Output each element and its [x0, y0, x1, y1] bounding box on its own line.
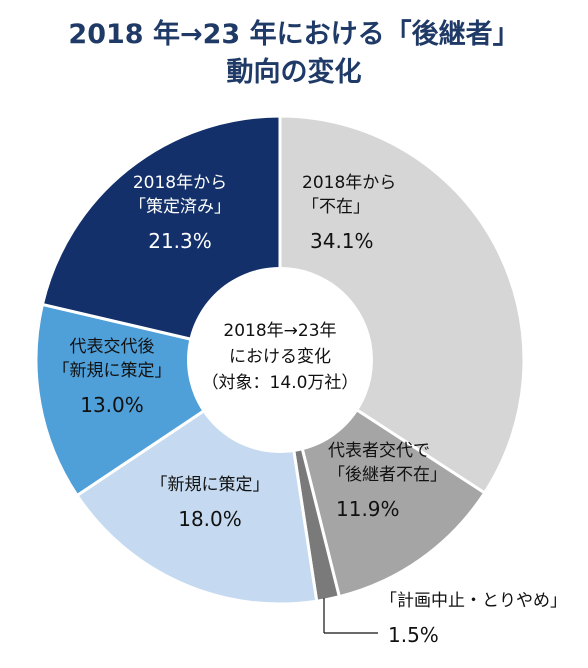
slice-value-4: 13.0%: [80, 393, 144, 417]
slice-label-1-line-0: 代表者交代で: [328, 441, 430, 461]
chart-title-line1: 2018 年→23 年における「後継者」: [68, 19, 520, 50]
slice-label-3-line-0: 「新規に策定」: [151, 475, 270, 495]
slice-label-0: 2018年から「不在」 34.1%: [302, 173, 396, 253]
slice-label-4-line-0: 代表交代後: [70, 337, 155, 357]
slice-label-5-line-0: 2018年から: [133, 173, 227, 193]
center-label-line3: （対象：14.0万社）: [202, 373, 359, 393]
slice-label-0-line-1: 「不在」: [302, 197, 370, 217]
slice-value-0: 34.1%: [310, 229, 374, 253]
slice-value-2: 1.5%: [388, 623, 439, 647]
slice-value-1: 11.9%: [336, 497, 400, 521]
slice-value-3: 18.0%: [178, 507, 242, 531]
slice-value-5: 21.3%: [148, 229, 212, 253]
slice-label-2: 「計画中止・とりやめ」 1.5%: [380, 591, 567, 647]
slice-label-5: 2018年から「策定済み」 21.3%: [129, 173, 231, 253]
slice-labels: 2018年から「不在」34.1%代表者交代で「後継者不在」11.9%「計画中止・…: [53, 173, 568, 647]
slice-label-4-line-1: 「新規に策定」: [53, 361, 172, 381]
chart-title-line2: 動向の変化: [226, 57, 362, 88]
center-label-line2: における変化: [229, 347, 331, 367]
slice-label-1: 代表者交代で「後継者不在」 11.9%: [328, 441, 447, 521]
slice-label-3: 「新規に策定」 18.0%: [151, 475, 270, 531]
slice-label-1-line-1: 「後継者不在」: [328, 465, 447, 485]
center-label: 2018年→23年 における変化 （対象：14.0万社）: [202, 321, 359, 393]
slice-label-2-line-0: 「計画中止・とりやめ」: [380, 591, 567, 611]
slice-label-4: 代表交代後「新規に策定」 13.0%: [53, 337, 172, 417]
slice-label-5-line-1: 「策定済み」: [129, 197, 231, 217]
center-label-line1: 2018年→23年: [223, 321, 336, 341]
donut-hole: [187, 267, 373, 453]
slice-label-0-line-0: 2018年から: [302, 173, 396, 193]
